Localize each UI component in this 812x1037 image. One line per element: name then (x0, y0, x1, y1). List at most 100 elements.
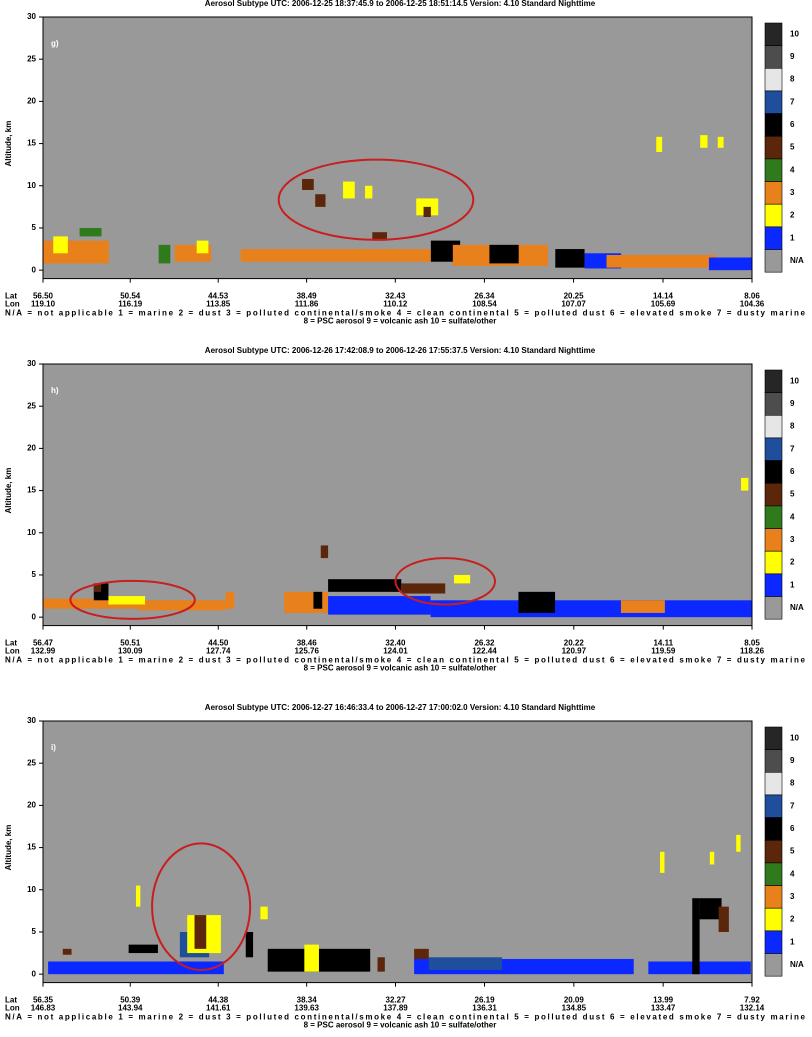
x-tick-label: 7.92 (744, 995, 760, 1004)
colorbar-label: 2 (790, 915, 795, 924)
aerosol-patch (302, 179, 314, 190)
aerosol-patch (43, 598, 138, 609)
x-tick-label: 56.47 (33, 638, 54, 647)
colorbar-box (764, 726, 783, 750)
x-tick-label: 56.35 (33, 995, 54, 1004)
y-tick-label: 5 (32, 927, 37, 936)
legend-note: 8 = PSC aerosol 9 = volcanic ash 10 = su… (304, 316, 497, 325)
colorbar-box (764, 181, 783, 205)
aerosol-patch (225, 591, 235, 609)
panel-title: Aerosol Subtype UTC: 2006-12-26 17:42:08… (205, 346, 596, 355)
aerosol-patch (401, 583, 446, 594)
aerosol-patch (196, 240, 209, 254)
colorbar-label: 7 (790, 801, 795, 810)
y-tick-label: 25 (27, 54, 36, 63)
x-tick-label: 38.49 (297, 291, 318, 300)
colorbar-box (764, 392, 783, 416)
aerosol-patch (414, 948, 429, 962)
colorbar-box (764, 550, 783, 575)
panel-title: Aerosol Subtype UTC: 2006-12-27 16:46:33… (205, 703, 596, 712)
y-tick-label: 5 (32, 570, 37, 579)
aerosol-patch (137, 600, 226, 611)
aerosol-patch (194, 915, 207, 949)
aerosol-patch (260, 906, 268, 920)
y-tick-label: 10 (27, 528, 36, 537)
aerosol-patch (48, 961, 224, 975)
aerosol-patch (328, 596, 431, 615)
aerosol-patch (416, 198, 439, 216)
aerosol-patch (718, 906, 729, 932)
aerosol-patch (79, 227, 102, 237)
aerosol-patch (377, 957, 385, 972)
aerosol-patch (656, 136, 663, 153)
colorbar-label: 7 (790, 444, 795, 453)
colorbar-label: 3 (790, 188, 795, 197)
aerosol-patch (430, 240, 461, 262)
colorbar-box (764, 907, 783, 932)
x-tick-label: 32.43 (385, 291, 406, 300)
plot-area (43, 17, 752, 279)
lon-label: 118.26 (740, 646, 765, 655)
y-tick-label: 20 (27, 443, 36, 452)
lon-label: 146.83 (31, 1003, 56, 1012)
aerosol-patch (555, 249, 585, 268)
y-axis-label: Altitude, km (4, 825, 13, 871)
plot-area (43, 721, 752, 983)
aerosol-patch (43, 240, 109, 264)
aerosol-patch (128, 944, 158, 954)
aerosol-patch (372, 232, 387, 241)
lon-label: 132.99 (31, 646, 56, 655)
colorbar-box (764, 158, 783, 182)
lat-row-label: Lat (5, 638, 17, 647)
colorbar-label: 3 (790, 535, 795, 544)
x-tick-label: 14.14 (653, 291, 674, 300)
lon-label: 125.76 (294, 646, 319, 655)
colorbar-label: 1 (790, 233, 795, 242)
aerosol-patch (518, 591, 556, 613)
x-tick-label: 13.99 (653, 995, 674, 1004)
colorbar-box (764, 68, 783, 92)
x-tick-label: 20.09 (564, 995, 585, 1004)
colorbar-label: 6 (790, 824, 795, 833)
colorbar-box (764, 930, 783, 954)
y-tick-label: 10 (27, 181, 36, 190)
colorbar-label: 4 (790, 165, 795, 174)
colorbar-box (764, 505, 783, 529)
colorbar-box (764, 460, 783, 484)
aerosol-patch (245, 931, 254, 958)
colorbar-label: N/A (790, 256, 804, 265)
aerosol-patch (135, 885, 141, 907)
x-tick-label: 44.50 (208, 638, 229, 647)
x-tick-label: 32.27 (386, 995, 407, 1004)
colorbar-label: 9 (790, 52, 795, 61)
aerosol-patch (708, 257, 752, 271)
colorbar-box (764, 482, 783, 507)
highlight-ellipse (277, 158, 475, 241)
aerosol-patch (93, 583, 102, 592)
colorbar-box (764, 369, 783, 393)
lon-row-label: Lon (5, 646, 20, 655)
aerosol-patch (430, 600, 752, 618)
colorbar-label: 8 (790, 422, 795, 431)
aerosol-patch (313, 591, 323, 609)
lat-row-label: Lat (5, 291, 17, 300)
lon-label: 116.19 (118, 299, 143, 308)
aerosol-patch (709, 851, 715, 865)
y-tick-label: 15 (27, 486, 36, 495)
lon-label: 122.44 (472, 646, 497, 655)
colorbar-label: 4 (790, 512, 795, 521)
colorbar-label: 10 (790, 29, 799, 38)
colorbar-box (764, 437, 783, 461)
lon-label: 132.14 (740, 1003, 765, 1012)
colorbar-box (764, 953, 783, 977)
colorbar-box (764, 596, 783, 620)
x-tick-label: 38.46 (297, 638, 318, 647)
colorbar-label: 9 (790, 399, 795, 408)
colorbar-box (764, 817, 783, 841)
x-tick-label: 32.40 (385, 638, 406, 647)
x-tick-label: 50.51 (120, 638, 141, 647)
aerosol-patch (328, 579, 402, 592)
colorbar-box (764, 90, 783, 114)
lon-label: 130.09 (118, 646, 143, 655)
legend-note: 8 = PSC aerosol 9 = volcanic ash 10 = su… (304, 663, 497, 672)
